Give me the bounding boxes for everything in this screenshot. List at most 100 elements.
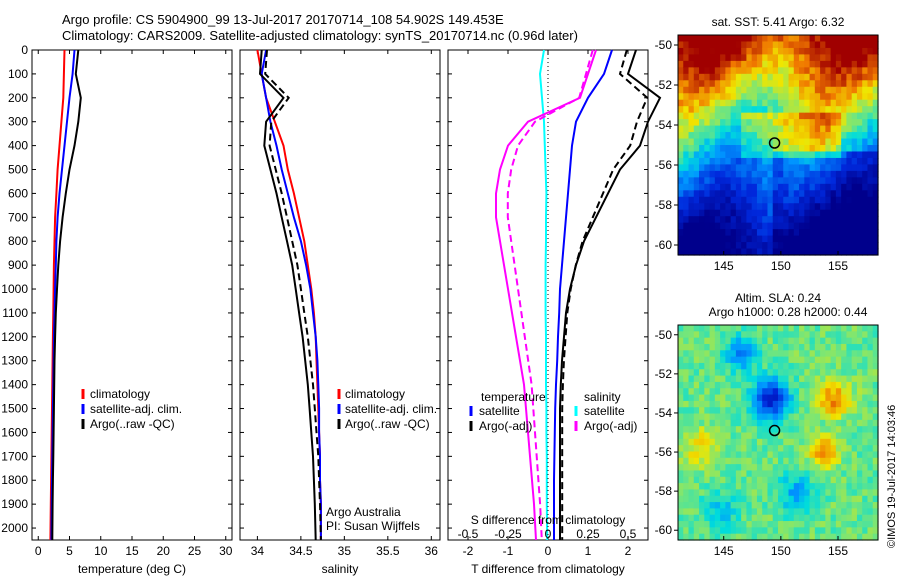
sla_map-cell [709, 533, 716, 541]
sst_map-cell [746, 73, 753, 81]
sst_map-cell [856, 35, 863, 43]
sst_map-cell [704, 196, 711, 204]
sla_map-cell [778, 388, 784, 396]
sla_map-cell [820, 521, 826, 528]
sla_map-cell [741, 438, 748, 446]
salinity-xtick-label: 35.5 [376, 544, 400, 558]
sst_map-cell [725, 35, 732, 43]
sst_map-cell [846, 138, 853, 146]
sla_map-cell [830, 476, 837, 484]
sst_map-cell [772, 209, 779, 217]
sst_map-cell [820, 164, 826, 172]
sla_map-cell [820, 445, 826, 453]
sla_map-cell [688, 533, 695, 541]
sst_map-cell [735, 248, 742, 256]
sla_map-cell [830, 445, 837, 453]
sla_map-cell [693, 350, 700, 358]
sst_map-cell [851, 67, 858, 75]
sla_map-cell [867, 527, 874, 535]
sla_map-cell [699, 521, 705, 528]
sla_map-cell [767, 419, 774, 427]
sst_map-cell [851, 242, 858, 250]
sla_map-cell [688, 343, 695, 351]
sla_map-cell [762, 419, 769, 427]
sla_map-cell [841, 362, 848, 370]
sst_map-ytick-label: -58 [655, 198, 673, 212]
title-line-1: Argo profile: CS 5904900_99 13-Jul-2017 … [62, 12, 504, 27]
sst_map-cell [741, 35, 748, 43]
sst_map-cell [704, 93, 711, 101]
sla_map-cell [767, 445, 774, 453]
sst_map-cell [835, 86, 842, 94]
sla_map-cell [793, 388, 800, 396]
sla_map-cell [778, 483, 784, 491]
sst_map-cell [683, 235, 690, 243]
sst_map-cell [856, 99, 863, 107]
sla_map-cell [867, 419, 874, 427]
sst_map-cell [714, 164, 721, 172]
sst_map-cell [872, 138, 879, 146]
sla_map-cell [872, 464, 879, 472]
sst_map-cell [751, 41, 758, 49]
sla_map-cell [772, 394, 779, 402]
salinity-xtick-label: 36 [425, 544, 439, 558]
sst_map-cell [783, 112, 790, 120]
sst_map-cell [799, 73, 805, 81]
sst_map-cell [830, 99, 837, 107]
sla_map-cell [693, 369, 700, 377]
sla_map-cell [772, 350, 779, 358]
sst_map-cell [835, 35, 842, 43]
sla_map-cell [751, 514, 758, 522]
sla_map-cell [720, 325, 726, 332]
sst_map-cell [704, 73, 711, 81]
sst_map-cell [804, 164, 811, 172]
sst_map-cell [730, 222, 737, 230]
sst_map-cell [725, 183, 732, 191]
sla_map-cell [772, 331, 779, 339]
sla_map-cell [804, 502, 811, 509]
sla_map-cell [699, 483, 705, 491]
sla_map-cell [856, 521, 863, 528]
sst_map-cell [683, 73, 690, 81]
sst_map-cell [835, 183, 842, 191]
temperature-ytick-label: 600 [8, 186, 28, 200]
sst_map-cell [830, 125, 837, 133]
salinity-legend-label: climatology [345, 387, 405, 401]
sst_map-cell [699, 67, 705, 75]
sla_map-cell [688, 407, 695, 415]
sla_map-cell [678, 514, 684, 522]
sst_map-cell [799, 54, 805, 62]
sst_map-cell [762, 183, 769, 191]
sla_map-cell [720, 483, 726, 491]
sst_map-cell [804, 80, 811, 88]
sla_map-cell [788, 514, 795, 522]
sst_map-cell [693, 203, 700, 211]
sla_map-cell [814, 533, 821, 541]
sst_map-cell [720, 93, 726, 101]
sst_map-cell [841, 248, 848, 256]
sla_map-cell [746, 495, 753, 503]
sst_map-cell [688, 67, 695, 75]
sla_map-cell [793, 533, 800, 541]
sst_map-cell [825, 132, 832, 140]
sst_map-cell [709, 145, 716, 153]
sla_map-cell [693, 457, 700, 465]
sst_map-cell [688, 222, 695, 230]
sst_map-cell [825, 190, 832, 198]
sla_map-cell [846, 470, 853, 478]
sla_map-cell [835, 369, 842, 377]
sla_map-cell [820, 381, 826, 389]
sla_map-cell [820, 394, 826, 402]
sla_map-cell [678, 369, 684, 377]
sst_map-cell [846, 132, 853, 140]
sst_map-cell [804, 138, 811, 146]
sla_map-cell [856, 432, 863, 440]
sla_map-cell [809, 325, 816, 332]
sla_map-cell [835, 325, 842, 332]
sla_map-cell [725, 407, 732, 415]
sla_map-cell [872, 343, 879, 351]
sla_map-cell [825, 495, 832, 503]
sst_map-cell [688, 73, 695, 81]
sst_map-cell [862, 99, 869, 107]
sla_map-cell [699, 464, 705, 472]
